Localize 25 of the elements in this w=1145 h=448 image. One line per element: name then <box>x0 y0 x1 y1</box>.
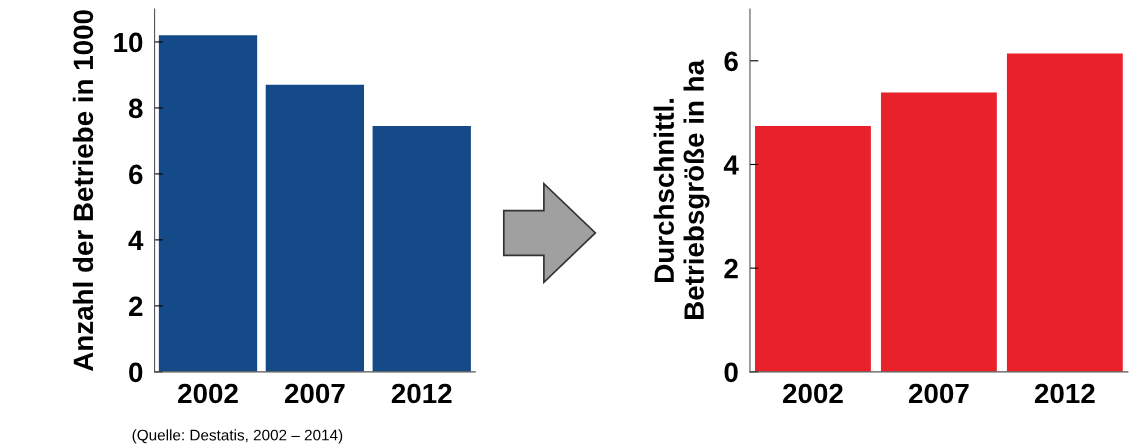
x-tick-label: 2012 <box>391 383 452 404</box>
y-tick-label: 6 <box>724 51 738 72</box>
bar <box>265 84 365 372</box>
x-tick-label: 2007 <box>908 383 969 404</box>
bar <box>755 126 871 372</box>
x-tick-label: 2002 <box>178 383 238 404</box>
y-tick-label: 10 <box>114 32 143 53</box>
y-axis-title: Durchschnittl. Betriebsgröße in ha <box>653 59 710 319</box>
y-tick-label: 4 <box>723 155 739 175</box>
y-tick-label: 0 <box>724 362 738 383</box>
x-tick-label: 2002 <box>783 383 843 404</box>
bar <box>1006 53 1123 372</box>
y-tick-label: 6 <box>129 164 143 185</box>
y-tick-label: 4 <box>128 230 144 250</box>
bar <box>880 92 997 372</box>
y-tick-label: 2 <box>128 296 143 316</box>
x-tick-label: 2012 <box>1034 383 1095 404</box>
y-tick-label: 8 <box>128 98 143 119</box>
y-axis-title: Anzahl der Betriebe in 1000 <box>72 10 94 372</box>
y-tick-label: 0 <box>129 362 143 383</box>
bar <box>372 126 471 372</box>
x-tick-label: 2007 <box>284 383 345 404</box>
y-tick-label: 2 <box>724 258 738 279</box>
bar <box>158 35 258 372</box>
text: (Quelle: Destatis, 2002 – 2014) <box>132 429 343 444</box>
